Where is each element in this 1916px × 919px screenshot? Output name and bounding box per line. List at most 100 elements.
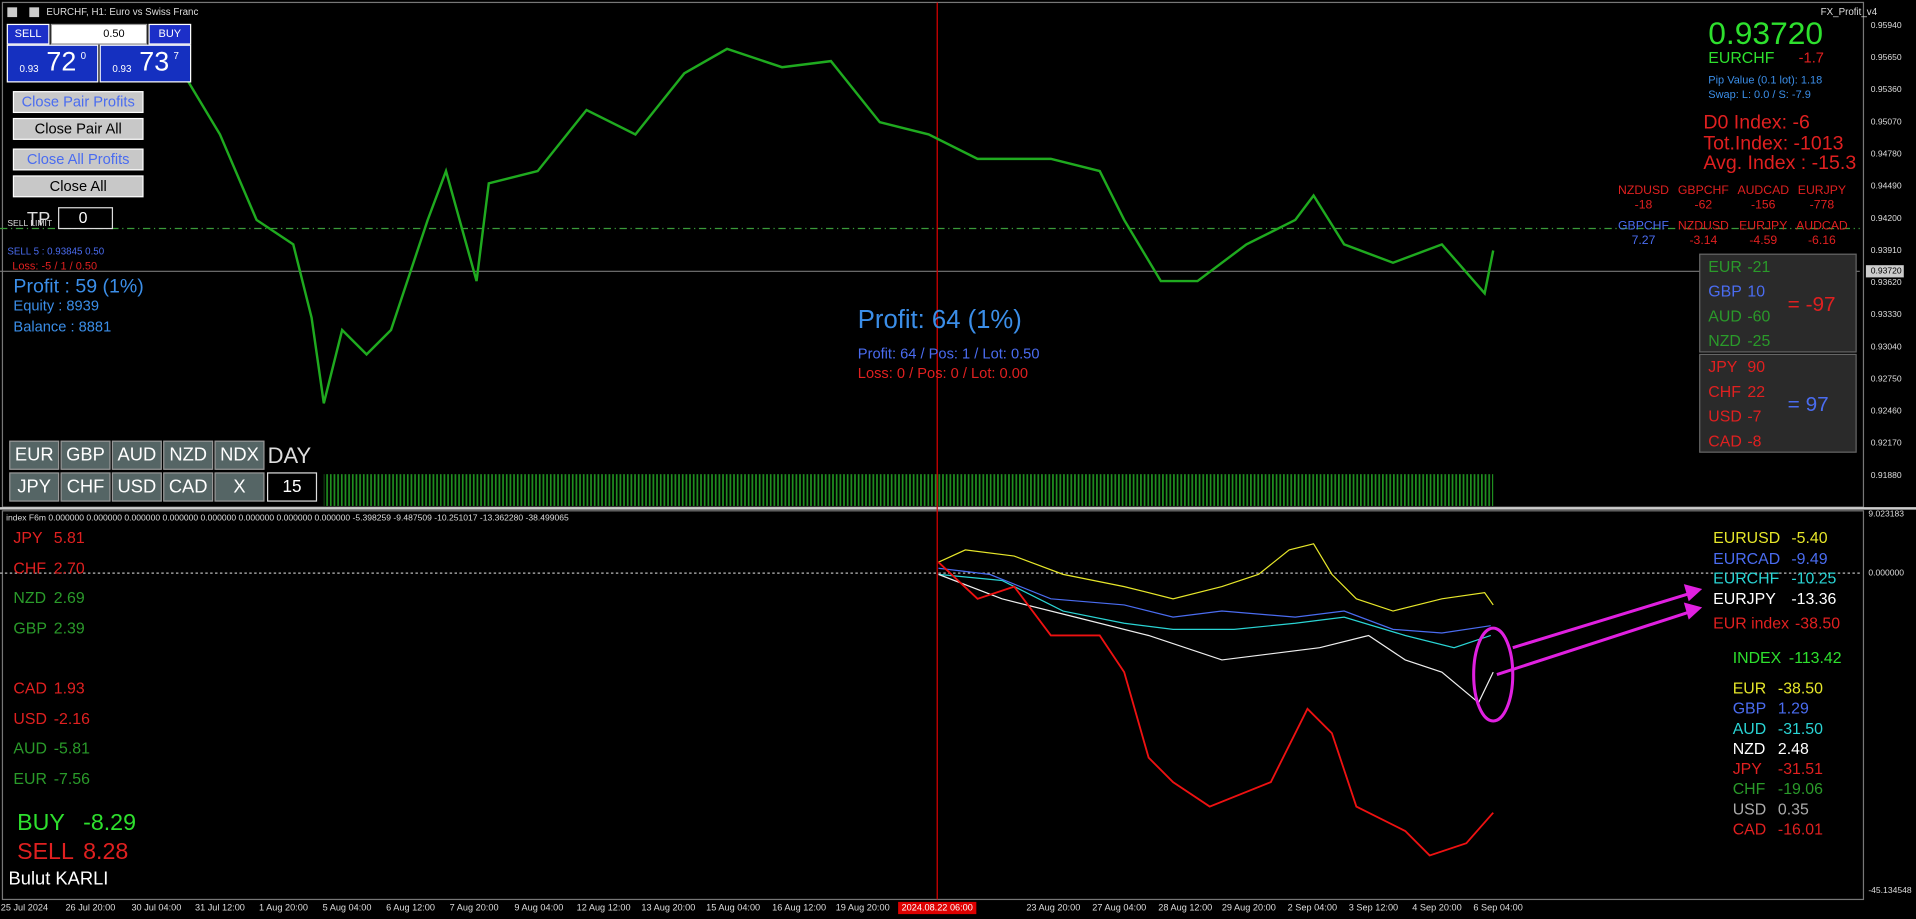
currency-button-label[interactable]: NDX [220,444,259,465]
bid-price: 0.93720 [1708,15,1823,51]
currency-button[interactable] [9,440,60,470]
currency-button[interactable] [60,440,111,470]
close-button[interactable] [12,117,144,140]
currency: AUD [1708,308,1742,325]
account-balance: Balance : 8881 [13,319,111,335]
pair-value: -9.49 [1791,551,1827,568]
change: -1.7 [1799,51,1824,67]
price-sup: 7 [174,51,179,62]
close-button[interactable] [12,148,144,171]
close-button-label[interactable]: Close Pair Profits [22,95,135,111]
pair-value: -6.16 [1808,233,1836,247]
pair-name: NZDUSD [1678,218,1729,232]
sell-price[interactable] [6,44,99,83]
currency-button[interactable] [9,472,60,502]
buy-price[interactable] [99,44,192,83]
time-axis-label: 6 Sep 04:00 [1473,902,1522,912]
arrow [1512,591,1693,650]
pair-value: -18 [1635,198,1653,212]
currency-button[interactable] [214,472,265,502]
currency-button-label[interactable]: CHF [67,475,105,496]
price-axis-label: 0.93330 [1871,309,1902,319]
close-button-label[interactable]: Close All Profits [27,152,130,168]
pair-name: AUDCAD [1796,218,1848,232]
cursor-time-label: 2024.08.22 06:00 [902,902,973,912]
pair-value: -10.25 [1791,570,1836,587]
overlay: EURCHF, H1: Euro vs Swiss Franc FX_Profit… [1,7,1912,915]
currency-button[interactable] [111,440,162,470]
arrow [1496,609,1693,677]
currency-button-label[interactable]: JPY [17,475,51,496]
currency: EUR [1708,259,1742,276]
currency-value: 1.93 [54,680,85,697]
chart-title: EURCHF, H1: Euro vs Swiss Franc [46,7,198,18]
time-axis-label: 6 Aug 12:00 [386,902,435,912]
currency-button-label[interactable]: USD [118,475,157,496]
period-label: DAY [268,443,312,468]
currency-button[interactable] [163,440,214,470]
time-axis-label: 30 Jul 04:00 [131,902,181,912]
indicator-label: index F6m 0.000000 0.000000 0.000000 0.0… [6,512,569,522]
buy-button[interactable] [148,23,192,45]
price-prefix: 0.93 [112,64,131,75]
currency-button-label[interactable]: GBP [66,444,105,465]
close-button-label[interactable]: Close All [50,179,107,195]
current-price-tag [1865,265,1904,278]
currency-value: -2.16 [54,711,90,728]
index-info: Tot.Index: -1013 [1703,132,1843,154]
currency-button-label[interactable]: CAD [169,475,208,496]
icon [7,7,18,18]
price-axis-label: 0.91880 [1871,470,1902,480]
order-line: SELL 5 : 0.93845 0.50 [7,246,104,257]
lot-spin[interactable] [50,23,148,45]
currency-value: -38.50 [1778,680,1823,697]
index-total-value: -113.42 [1789,650,1842,667]
currency: CHF [1708,384,1741,401]
currency-button[interactable] [111,472,162,502]
currency-value: 1.29 [1778,701,1809,718]
currency: CAD [13,680,47,697]
currency-button[interactable] [60,472,111,502]
tp-input[interactable] [58,207,114,230]
currency-button-label[interactable]: AUD [118,444,157,465]
pair-value: -13.36 [1791,591,1836,608]
currency-button[interactable] [163,472,214,502]
close-button[interactable] [12,91,144,114]
price-big: 73 [139,47,169,77]
lot-value: 0.50 [103,28,124,40]
currency-value: -5.81 [54,740,90,757]
currency: NZD [1733,741,1766,758]
time-axis-label: 27 Aug 04:00 [1092,902,1146,912]
currency-button[interactable] [214,440,265,470]
index-info: Avg. Index : -15.3 [1703,152,1856,174]
symbol: EURCHF [1708,50,1774,67]
price-axis-label: 0.93040 [1871,341,1902,351]
arrow-head [1683,584,1703,602]
currency: EUR [13,771,47,788]
close-button[interactable] [12,175,144,198]
close-button-label[interactable]: Close Pair All [35,121,122,137]
currency-value: 5.81 [54,530,85,547]
period-input[interactable] [266,472,318,502]
sell-button[interactable] [6,23,50,45]
cursor-time-tag [898,901,977,915]
tp-value: 0 [79,210,88,227]
pair-value: -3.14 [1689,233,1717,247]
currency-button-label[interactable]: X [233,475,245,496]
currency: GBP [1708,284,1742,301]
currency-value: 2.70 [54,561,85,578]
price-curve [182,47,1495,404]
currency-value: 2.69 [54,590,85,607]
currency-button-label[interactable]: NZD [169,444,207,465]
order-line: SELL LIMIT [7,218,53,228]
currency-value: -31.51 [1778,761,1823,778]
center-line: Profit: 64 / Pos: 1 / Lot: 0.50 [858,346,1040,362]
indicator-name: FX_Profit_v4 [1821,7,1878,18]
pair-value: 7.27 [1632,233,1656,247]
indicator-pane [1,510,1865,901]
sell-label: SELL [15,28,42,40]
strength-total: = -97 [1788,293,1836,316]
price-sup: 0 [81,51,87,62]
currency-button-label[interactable]: EUR [15,444,54,465]
currency: JPY [1733,761,1763,778]
